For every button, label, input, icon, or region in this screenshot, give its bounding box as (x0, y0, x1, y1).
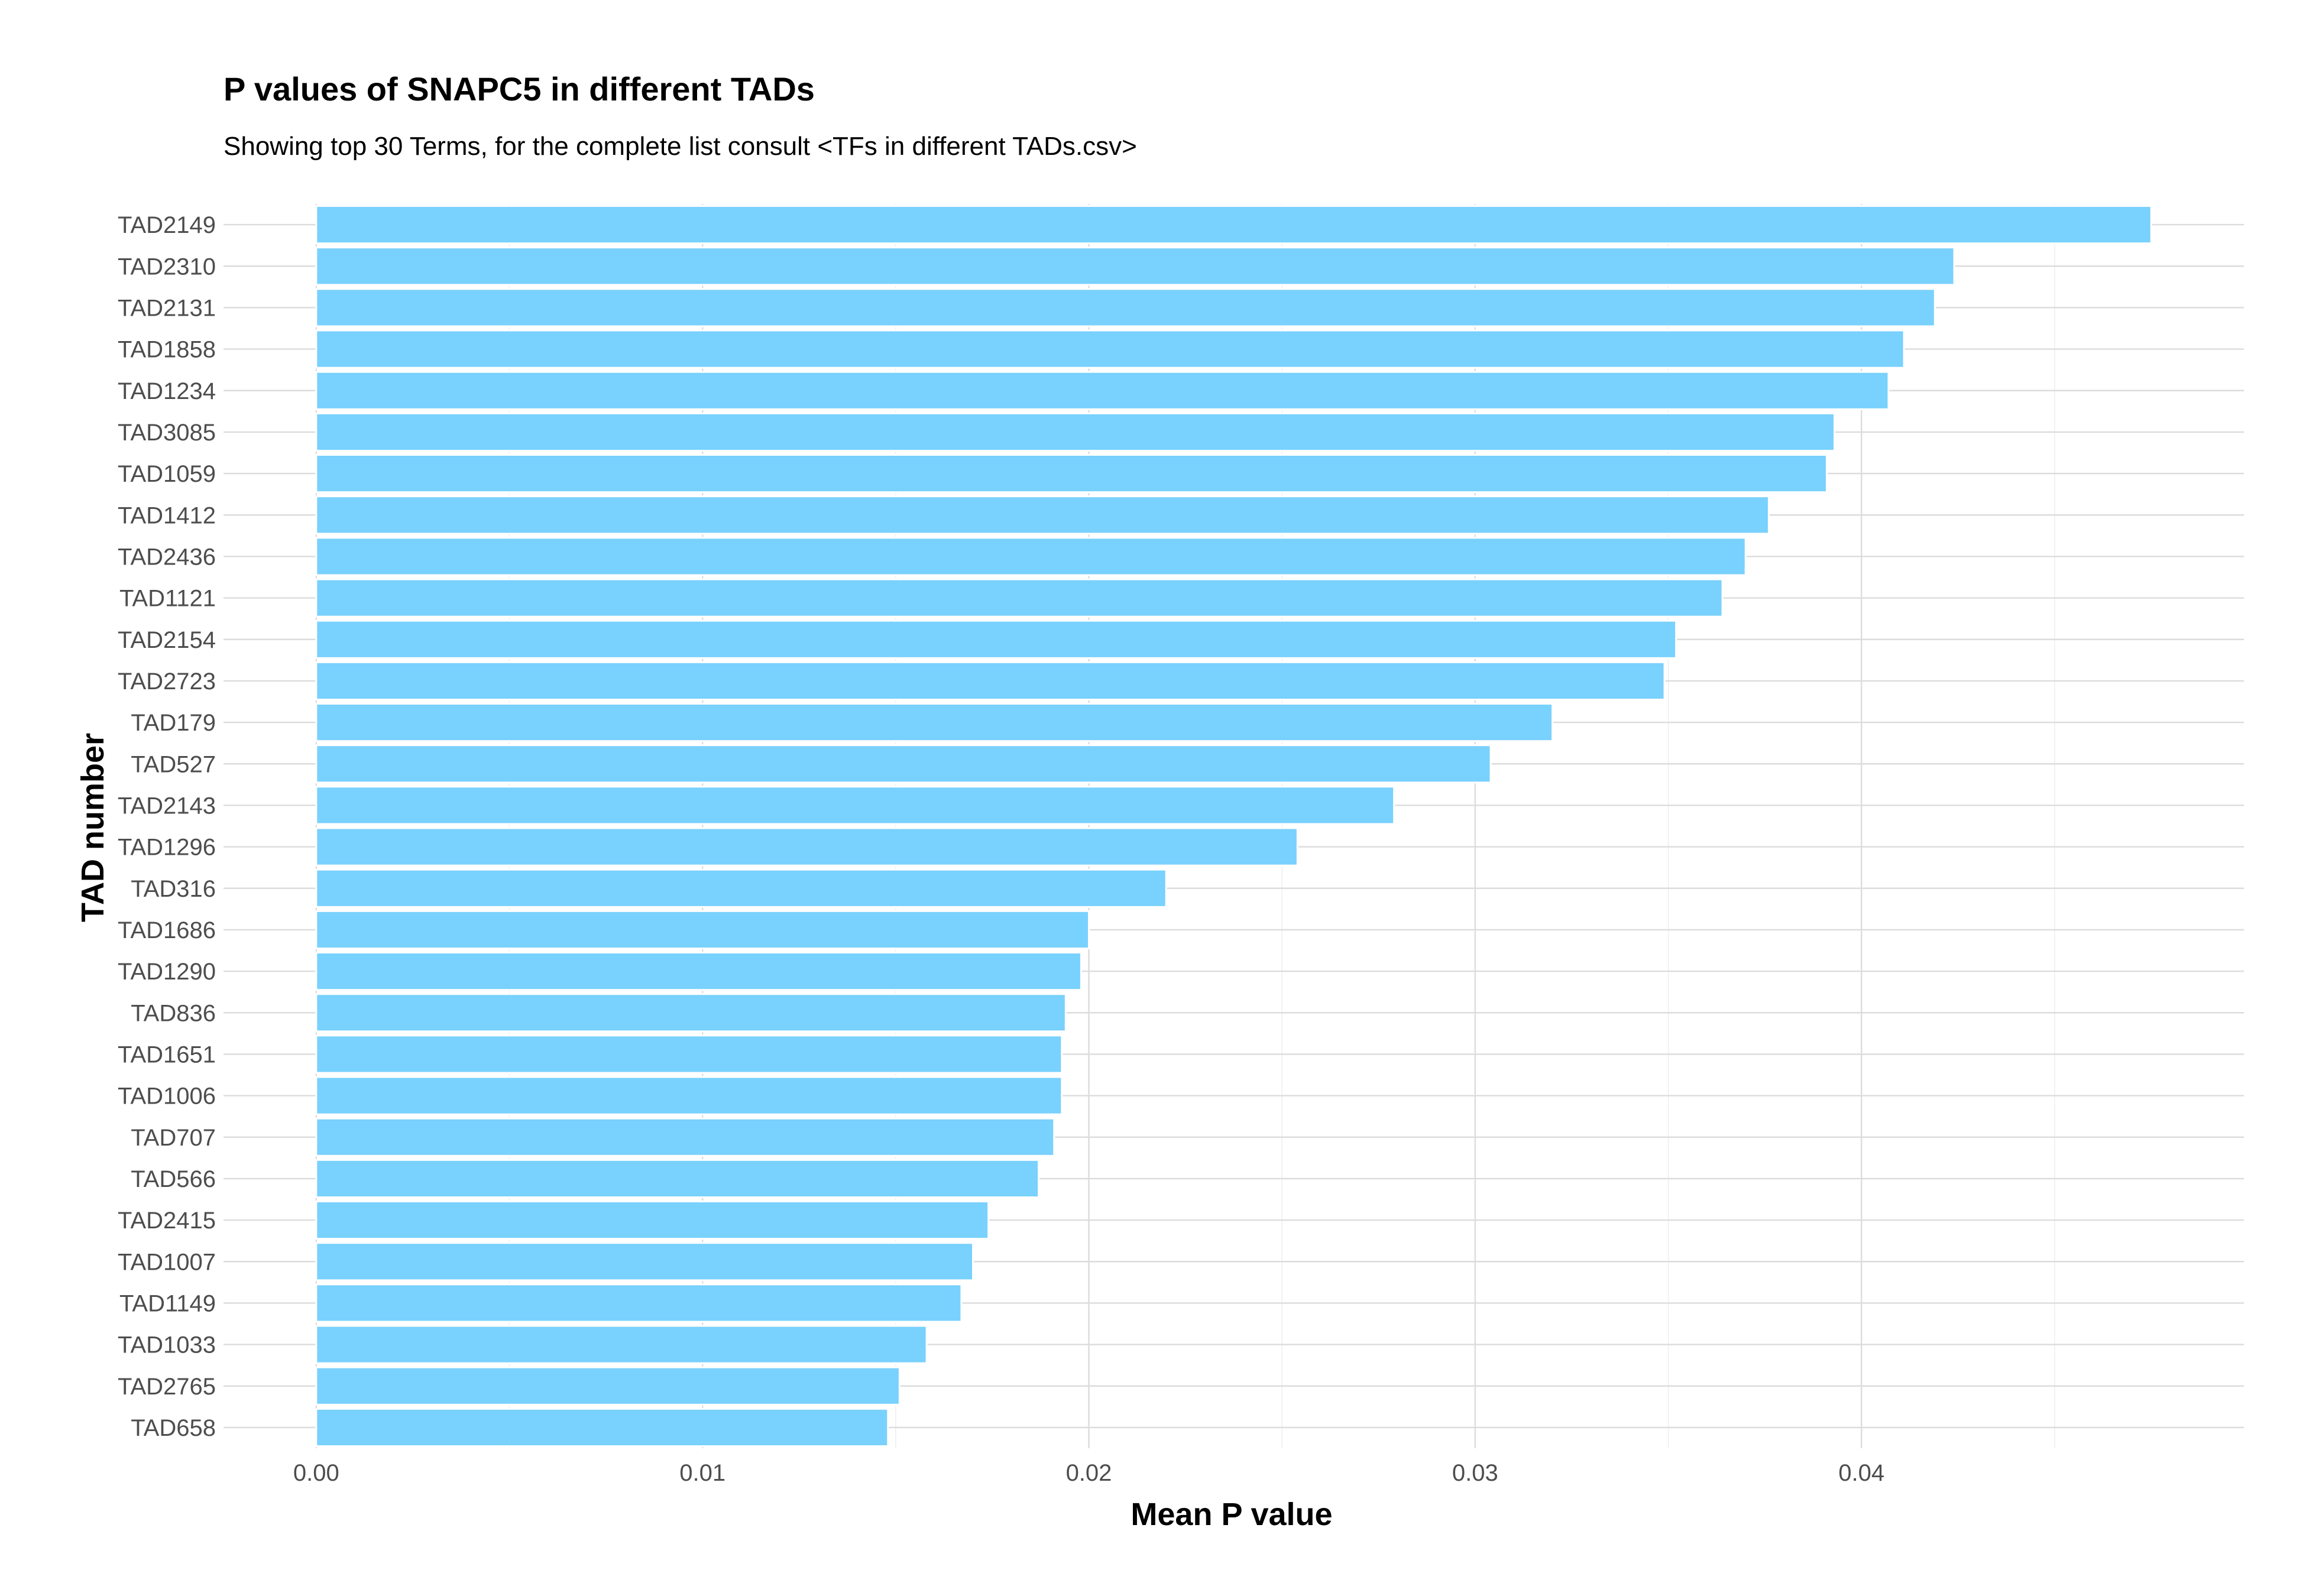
bar (315, 454, 1828, 494)
bar (315, 744, 1492, 784)
y-tick-label: TAD1686 (118, 917, 216, 943)
bar (315, 205, 2152, 245)
bar (315, 371, 1890, 410)
bar (315, 288, 1936, 327)
y-axis-title: TAD number (75, 733, 111, 922)
y-tick-label: TAD1007 (118, 1249, 216, 1275)
bar (315, 537, 1747, 576)
bar (315, 952, 1082, 991)
y-tick-label: TAD1412 (118, 502, 216, 528)
y-tick-label: TAD566 (131, 1166, 216, 1192)
y-tick-label: TAD1033 (118, 1332, 216, 1358)
y-tick-label: TAD1296 (118, 835, 216, 861)
bar (315, 1076, 1063, 1115)
x-axis-title: Mean P value (1131, 1497, 1332, 1532)
y-tick-label: TAD2436 (118, 544, 216, 570)
y-tick-label: TAD2154 (118, 627, 216, 653)
y-tick-label: TAD1290 (118, 959, 216, 985)
bar (315, 495, 1770, 535)
bar (315, 578, 1724, 618)
bar (315, 1034, 1063, 1074)
bar (315, 703, 1554, 742)
bar (315, 1407, 889, 1447)
y-tick-label: TAD1149 (119, 1290, 216, 1316)
y-tick-label: TAD2765 (118, 1374, 216, 1400)
bar (315, 827, 1298, 867)
y-tick-label: TAD2415 (118, 1208, 216, 1234)
y-tick-label: TAD316 (131, 876, 216, 902)
y-axis-tick-labels: TAD2149 TAD2310 TAD2131 TAD1858 TAD1234 TAD30… (118, 212, 216, 1441)
bar (315, 619, 1677, 659)
y-tick-label: TAD1858 (118, 337, 216, 363)
y-tick-label: TAD1006 (118, 1084, 216, 1110)
x-tick-label: 0.03 (1452, 1460, 1498, 1486)
bar (315, 1242, 974, 1282)
y-tick-label: TAD1059 (118, 461, 216, 487)
x-axis-tick-labels: 0.00 0.01 0.02 0.03 0.04 (293, 1460, 1884, 1486)
y-tick-label: TAD3085 (118, 420, 216, 446)
bar (315, 1325, 928, 1364)
bar (315, 1283, 963, 1323)
bars (315, 205, 2152, 1447)
y-tick-label: TAD707 (131, 1125, 216, 1151)
bar (315, 910, 1090, 949)
x-tick-label: 0.04 (1838, 1460, 1884, 1486)
bar (315, 1366, 901, 1406)
y-tick-label: TAD2149 (118, 212, 216, 238)
x-tick-label: 0.02 (1066, 1460, 1112, 1486)
bar (315, 993, 1067, 1033)
y-tick-label: TAD2310 (118, 254, 216, 280)
y-tick-label: TAD658 (131, 1415, 216, 1441)
bar (315, 1117, 1055, 1157)
bar (315, 246, 1955, 286)
bar (315, 1201, 990, 1240)
bar (315, 786, 1395, 825)
chart-subtitle: Showing top 30 Terms, for the complete l… (224, 132, 1137, 161)
y-tick-label: TAD1121 (119, 586, 216, 612)
y-tick-label: TAD2143 (118, 793, 216, 819)
x-tick-label: 0.01 (679, 1460, 726, 1486)
y-tick-label: TAD2723 (118, 669, 216, 695)
y-tick-label: TAD179 (131, 710, 216, 736)
bar (315, 1159, 1040, 1198)
bar (315, 661, 1666, 700)
y-tick-label: TAD836 (131, 1000, 216, 1026)
x-tick-label: 0.00 (293, 1460, 339, 1486)
chart-title: P values of SNAPC5 in different TADs (224, 70, 815, 108)
bar (315, 412, 1835, 452)
y-tick-label: TAD527 (131, 751, 216, 777)
y-tick-label: TAD1651 (118, 1042, 216, 1068)
bar (315, 329, 1905, 369)
plot-panel (224, 204, 2244, 1448)
bar (315, 868, 1167, 908)
y-tick-label: TAD2131 (118, 295, 216, 321)
y-tick-label: TAD1234 (118, 378, 216, 404)
